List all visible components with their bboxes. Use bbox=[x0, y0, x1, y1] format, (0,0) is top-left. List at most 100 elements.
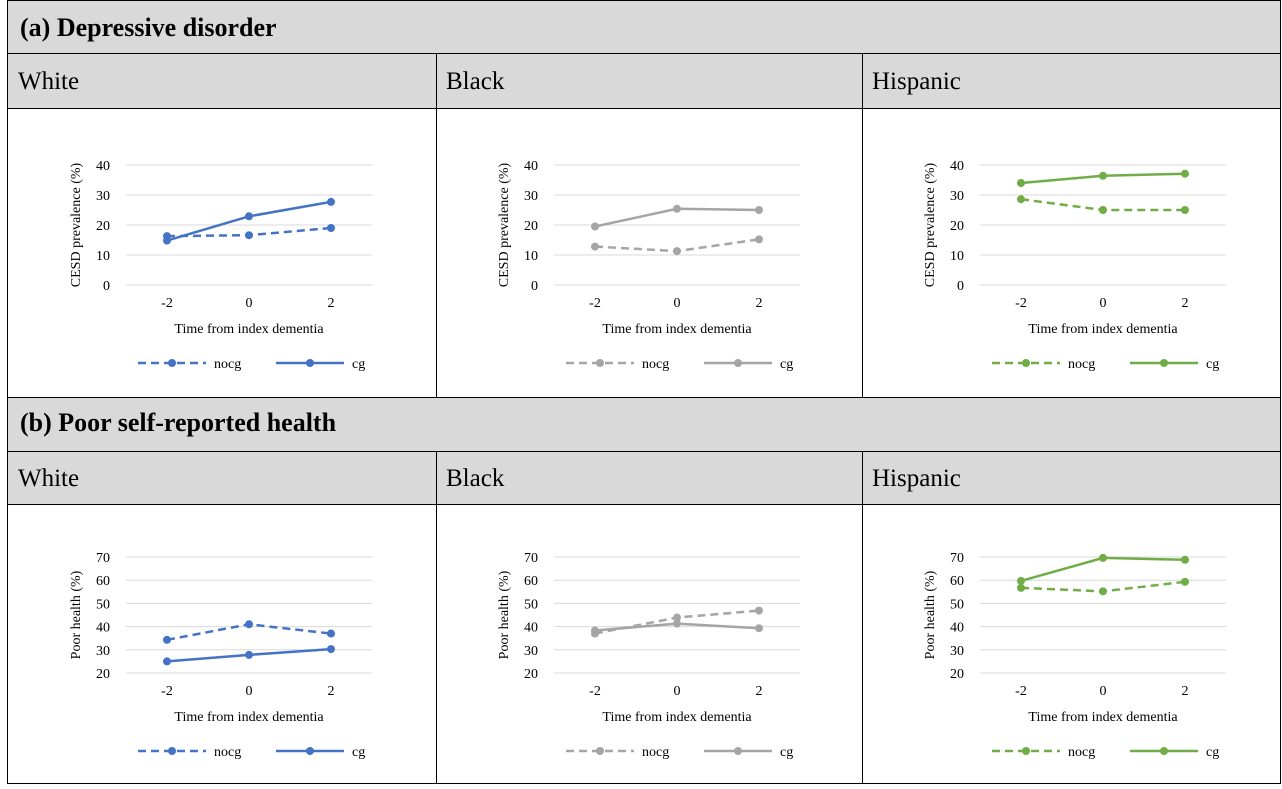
x-tick-label: 2 bbox=[328, 296, 335, 311]
y-tick-label: 40 bbox=[96, 621, 110, 636]
x-tick-label: -2 bbox=[161, 684, 173, 699]
x-tick-label: 2 bbox=[328, 684, 335, 699]
chart-depressive-white: 0 10 20 30 40 -2 0 2 Time from index dementia CES… bbox=[69, 159, 372, 372]
data-point-cg bbox=[163, 657, 171, 666]
chart-depressive-hispanic: 0 10 20 30 40 -2 0 2 Time from index dementia CES… bbox=[923, 159, 1226, 372]
y-tick-label: 60 bbox=[524, 574, 538, 589]
x-axis-title: Time from index dementia bbox=[174, 322, 324, 337]
data-point-nocg bbox=[327, 224, 335, 232]
data-point-cg bbox=[1181, 169, 1189, 178]
data-point-cg bbox=[327, 645, 335, 654]
section-title-poor-health: (b) Poor self-reported health bbox=[8, 398, 1280, 452]
legend-label-cg: cg bbox=[352, 357, 365, 372]
data-point-nocg bbox=[755, 606, 763, 615]
y-axis-title: Poor health (%) bbox=[923, 570, 938, 659]
y-tick-label: 10 bbox=[524, 249, 538, 264]
data-point-nocg bbox=[245, 620, 253, 629]
legend-label-nocg: nocg bbox=[1068, 357, 1095, 372]
group-label-white: White bbox=[18, 68, 80, 95]
data-point-cg bbox=[755, 206, 763, 214]
data-point-nocg bbox=[591, 242, 599, 251]
data-point-nocg bbox=[1017, 195, 1025, 204]
data-point-nocg bbox=[673, 247, 681, 256]
y-tick-label: 10 bbox=[950, 249, 964, 264]
x-tick-label: 0 bbox=[246, 684, 253, 699]
chart-depressive-black: 0 10 20 30 40 -2 0 2 Time from index dementia CES… bbox=[497, 159, 800, 372]
legend-marker-cg bbox=[1160, 747, 1168, 755]
group-label-black: Black bbox=[446, 68, 505, 95]
data-point-cg bbox=[163, 236, 171, 245]
x-tick-label: 0 bbox=[674, 296, 681, 311]
y-tick-label: 30 bbox=[524, 189, 538, 204]
y-axis-title: Poor health (%) bbox=[497, 570, 512, 659]
legend-label-cg: cg bbox=[1206, 357, 1219, 372]
y-tick-label: 20 bbox=[950, 219, 964, 234]
legend-marker-nocg bbox=[168, 359, 176, 367]
legend-label-cg: cg bbox=[352, 745, 365, 760]
x-tick-label: 2 bbox=[756, 296, 763, 311]
group-label-hispanic: Hispanic bbox=[872, 68, 961, 95]
group-label-hispanic: Hispanic bbox=[872, 465, 961, 492]
y-tick-label: 40 bbox=[524, 621, 538, 636]
y-axis-title: CESD prevalence (%) bbox=[497, 162, 512, 287]
y-tick-label: 10 bbox=[96, 249, 110, 264]
legend-label-nocg: nocg bbox=[642, 745, 669, 760]
y-tick-label: 40 bbox=[524, 159, 538, 174]
x-tick-label: 2 bbox=[1182, 684, 1189, 699]
legend-marker-nocg bbox=[1022, 359, 1030, 367]
section-title-depressive: (a) Depressive disorder bbox=[8, 1, 1280, 54]
y-tick-label: 50 bbox=[96, 597, 110, 612]
x-axis-title: Time from index dementia bbox=[602, 710, 752, 725]
x-axis-title: Time from index dementia bbox=[602, 322, 752, 337]
data-point-nocg bbox=[1181, 577, 1189, 586]
data-point-cg bbox=[673, 619, 681, 628]
data-point-nocg bbox=[1181, 206, 1189, 214]
chart-cell-b-white: 20 30 40 50 60 70 -2 0 2 Time from index dementia… bbox=[8, 505, 436, 784]
data-point-cg bbox=[327, 197, 335, 206]
data-point-nocg bbox=[673, 613, 681, 622]
data-point-cg bbox=[245, 212, 253, 221]
legend-label-cg: cg bbox=[1206, 745, 1219, 760]
legend-marker-cg bbox=[734, 359, 742, 367]
data-point-nocg bbox=[1099, 587, 1107, 596]
chart-cell-a-black: 0 10 20 30 40 -2 0 2 Time from index dementia CES… bbox=[436, 109, 862, 397]
x-tick-label: 2 bbox=[1182, 296, 1189, 311]
legend-marker-nocg bbox=[596, 747, 604, 755]
group-header-row-b: White Black Hispanic bbox=[8, 452, 1280, 505]
y-tick-label: 30 bbox=[950, 189, 964, 204]
legend-marker-cg bbox=[1160, 359, 1168, 367]
data-point-cg bbox=[1017, 576, 1025, 585]
data-point-nocg bbox=[1099, 206, 1107, 214]
data-point-cg bbox=[1017, 179, 1025, 187]
data-point-cg bbox=[755, 624, 763, 633]
legend-marker-cg bbox=[734, 747, 742, 755]
y-tick-label: 20 bbox=[524, 667, 538, 682]
y-tick-label: 20 bbox=[96, 667, 110, 682]
y-tick-label: 30 bbox=[96, 189, 110, 204]
y-tick-label: 20 bbox=[96, 219, 110, 234]
y-tick-label: 40 bbox=[950, 621, 964, 636]
y-tick-label: 40 bbox=[950, 159, 964, 174]
legend-marker-cg bbox=[306, 747, 314, 755]
legend-marker-nocg bbox=[168, 747, 176, 755]
legend-label-nocg: nocg bbox=[214, 745, 241, 760]
legend-label-nocg: nocg bbox=[642, 357, 669, 372]
x-axis-title: Time from index dementia bbox=[1028, 322, 1178, 337]
data-point-nocg bbox=[755, 235, 763, 244]
data-point-nocg bbox=[245, 231, 253, 240]
x-axis-title: Time from index dementia bbox=[1028, 710, 1178, 725]
y-tick-label: 0 bbox=[103, 279, 110, 294]
data-point-cg bbox=[591, 626, 599, 635]
y-tick-label: 50 bbox=[950, 597, 964, 612]
group-label-black: Black bbox=[446, 465, 505, 492]
data-point-nocg bbox=[163, 635, 171, 644]
x-tick-label: -2 bbox=[1015, 296, 1027, 311]
data-point-cg bbox=[591, 222, 599, 231]
data-point-cg bbox=[1181, 555, 1189, 564]
y-tick-label: 60 bbox=[96, 574, 110, 589]
x-tick-label: -2 bbox=[589, 684, 601, 699]
x-tick-label: 0 bbox=[1100, 684, 1107, 699]
data-point-cg bbox=[1099, 553, 1107, 562]
chart-poor-health-white: 20 30 40 50 60 70 -2 0 2 Time from index dementia… bbox=[69, 551, 372, 760]
x-tick-label: 2 bbox=[756, 684, 763, 699]
